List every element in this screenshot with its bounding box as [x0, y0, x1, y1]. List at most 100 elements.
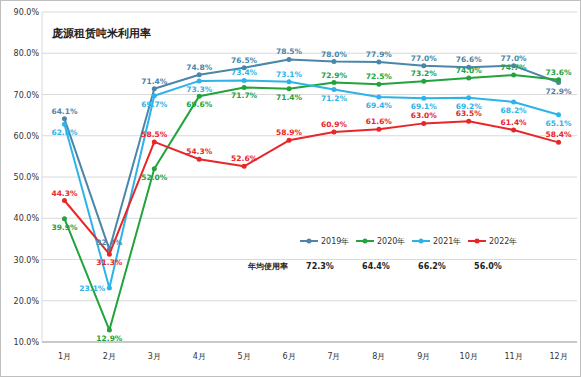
marker — [466, 95, 471, 100]
x-tick-label: 6月 — [282, 352, 295, 361]
data-label: 74.8% — [186, 63, 213, 72]
y-tick-label: 10.0% — [14, 338, 40, 347]
legend-label: 2020年 — [377, 237, 405, 246]
marker — [331, 80, 336, 85]
data-label: 68.2% — [501, 106, 528, 115]
data-label: 72.5% — [366, 72, 393, 81]
data-label: 65.1% — [546, 119, 573, 128]
marker — [556, 140, 561, 145]
data-label: 76.6% — [456, 55, 483, 64]
data-label: 54.3% — [186, 147, 213, 156]
x-tick-label: 7月 — [327, 352, 340, 361]
data-label: 78.5% — [276, 47, 303, 56]
y-tick-label: 40.0% — [14, 214, 40, 223]
marker — [197, 78, 202, 83]
data-label: 73.3% — [186, 85, 213, 94]
data-label: 63.5% — [456, 109, 483, 118]
x-tick-label: 10月 — [460, 352, 478, 361]
marker — [331, 130, 336, 135]
y-tick-label: 20.0% — [14, 297, 40, 306]
marker — [331, 59, 336, 64]
marker — [556, 77, 561, 82]
data-label: 73.2% — [411, 69, 438, 78]
marker — [287, 86, 292, 91]
y-tick-label: 50.0% — [14, 173, 40, 182]
marker — [331, 87, 336, 92]
data-label: 63.0% — [411, 111, 438, 120]
data-label: 72.9% — [321, 71, 348, 80]
grid-line — [42, 12, 577, 13]
frame — [1, 1, 581, 377]
x-tick-label: 11月 — [505, 352, 523, 361]
marker — [376, 82, 381, 87]
data-label: 23.1% — [79, 284, 106, 293]
marker — [466, 76, 471, 81]
data-label: 12.9% — [96, 334, 123, 343]
legend-label: 2022年 — [489, 237, 517, 246]
data-labels: 64.1%32.4%71.4%74.8%76.5%78.5%78.0%77.9%… — [51, 47, 572, 343]
data-label: 61.4% — [501, 118, 528, 127]
marker — [242, 164, 247, 169]
marker — [197, 72, 202, 77]
series-line — [64, 121, 558, 254]
series-line — [64, 75, 558, 330]
data-label: 71.7% — [231, 91, 258, 100]
marker — [197, 157, 202, 162]
data-label: 78.0% — [321, 50, 348, 59]
legend-marker — [475, 239, 480, 244]
legend-marker — [307, 239, 312, 244]
x-tick-label: 5月 — [238, 352, 251, 361]
grid — [42, 12, 577, 342]
grid-line — [42, 218, 577, 219]
legend-marker — [419, 239, 424, 244]
marker — [107, 252, 112, 257]
marker — [242, 78, 247, 83]
x-tick-label: 3月 — [148, 352, 161, 361]
marker — [152, 93, 157, 98]
legend: 2019年72.3%2020年64.4%2021年66.2%2022年56.0%… — [247, 237, 517, 271]
annual-average: 72.3% — [306, 262, 334, 271]
data-label: 58.5% — [141, 130, 168, 139]
marker — [152, 86, 157, 91]
marker — [62, 116, 67, 121]
marker — [511, 73, 516, 78]
data-label: 69.6% — [186, 100, 213, 109]
series-line — [64, 80, 558, 287]
y-tick-label: 90.0% — [14, 8, 40, 17]
marker — [421, 63, 426, 68]
data-label: 69.1% — [411, 102, 438, 111]
data-label: 71.4% — [276, 93, 303, 102]
data-label: 74.7% — [501, 63, 528, 72]
data-label: 71.4% — [141, 77, 168, 86]
data-label: 69.7% — [141, 100, 168, 109]
marker — [421, 121, 426, 126]
x-tick-label: 2月 — [103, 352, 116, 361]
marker — [376, 94, 381, 99]
marker — [421, 79, 426, 84]
data-label: 73.1% — [276, 70, 303, 79]
marker — [242, 85, 247, 90]
data-label: 52.6% — [231, 154, 258, 163]
data-label: 64.1% — [51, 107, 78, 116]
annotation: 年均使用率 — [247, 261, 288, 271]
x-tick-label: 12月 — [549, 352, 567, 361]
marker — [376, 59, 381, 64]
marker — [287, 57, 292, 62]
grid-line — [42, 53, 577, 54]
data-label: 39.9% — [51, 223, 78, 232]
marker — [376, 127, 381, 132]
data-label: 77.9% — [366, 50, 393, 59]
marker — [511, 127, 516, 132]
data-label: 69.4% — [366, 101, 393, 110]
marker — [107, 285, 112, 290]
legend-label: 2019年 — [321, 237, 349, 246]
data-label: 31.3% — [96, 258, 123, 267]
marker — [466, 119, 471, 124]
marker — [421, 96, 426, 101]
marker — [152, 166, 157, 171]
marker — [287, 79, 292, 84]
data-label: 58.9% — [276, 128, 303, 137]
marker — [556, 112, 561, 117]
marker — [107, 328, 112, 333]
data-label: 71.2% — [321, 94, 348, 103]
